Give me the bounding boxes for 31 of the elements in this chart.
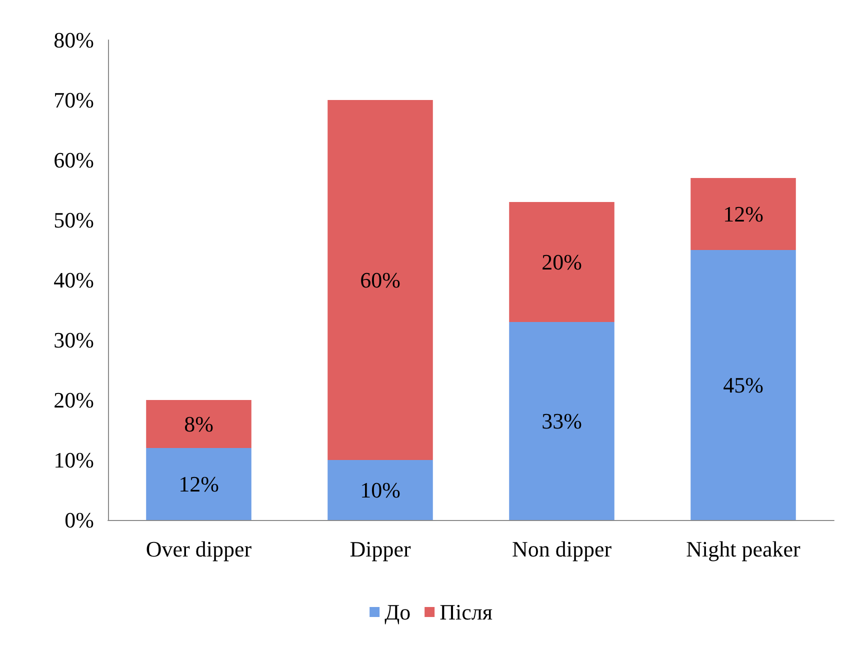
legend-label: Після bbox=[440, 600, 492, 624]
y-tick-label: 10% bbox=[54, 448, 94, 472]
bar bbox=[509, 202, 614, 322]
x-tick-label: Dipper bbox=[350, 536, 412, 562]
bar bbox=[328, 100, 433, 460]
legend-label: До bbox=[384, 600, 411, 624]
data-label: 12% bbox=[178, 472, 219, 496]
y-tick-label: 20% bbox=[54, 388, 94, 412]
y-tick-label: 80% bbox=[54, 28, 94, 52]
bar bbox=[328, 460, 433, 520]
bar bbox=[509, 322, 614, 520]
x-tick-label: Over dipper bbox=[146, 536, 252, 562]
data-label: 10% bbox=[360, 478, 400, 502]
data-label: 8% bbox=[184, 412, 214, 436]
y-tick-label: 70% bbox=[54, 88, 94, 112]
x-tick-label: Non dipper bbox=[512, 536, 612, 562]
bar bbox=[146, 400, 252, 448]
data-label: 45% bbox=[723, 372, 764, 398]
data-label: 60% bbox=[360, 268, 400, 292]
bar bbox=[690, 250, 796, 520]
y-tick-label: 40% bbox=[54, 268, 94, 292]
y-tick-label: 50% bbox=[54, 208, 94, 232]
bar bbox=[690, 178, 796, 250]
data-label: 33% bbox=[542, 408, 582, 434]
data-label: 20% bbox=[542, 250, 582, 274]
x-tick-label: Night peaker bbox=[686, 536, 802, 562]
bar bbox=[146, 448, 252, 520]
y-tick-label: 30% bbox=[54, 328, 94, 352]
data-label: 12% bbox=[723, 202, 764, 226]
y-tick-label: 60% bbox=[54, 148, 94, 172]
y-tick-label: 0% bbox=[64, 508, 94, 532]
